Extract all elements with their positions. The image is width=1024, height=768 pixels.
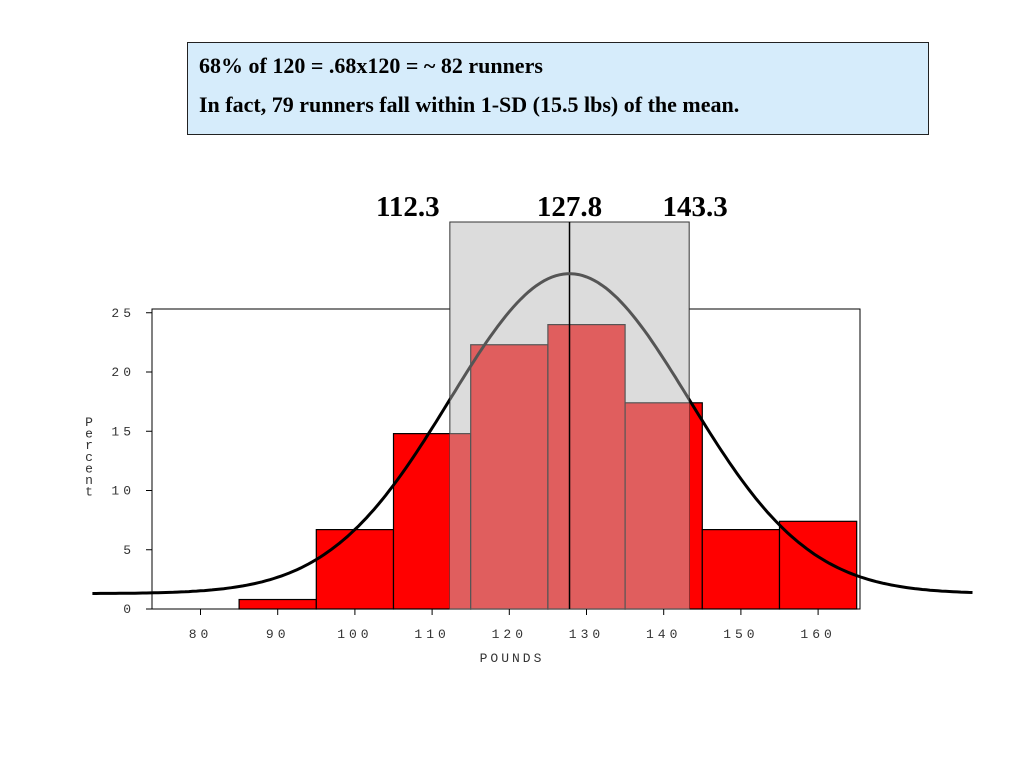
y-tick-label: 20 <box>111 365 135 380</box>
normal-curve-in-band <box>449 272 690 403</box>
callout-line-2: In fact, 79 runners fall within 1-SD (15… <box>199 92 740 117</box>
sd-band-label: 112.3 <box>376 191 440 223</box>
x-tick-label: 100 <box>337 627 372 642</box>
sd-band-label: 127.8 <box>537 191 602 223</box>
y-tick-label: 15 <box>111 424 135 439</box>
y-tick-label: 0 <box>123 602 135 617</box>
callout-line-1: 68% of 120 = .68x120 = ~ 82 runners <box>199 53 543 78</box>
x-tick-label: 80 <box>189 627 213 642</box>
histogram-bar-in-band <box>624 402 690 610</box>
normal-curve <box>92 396 450 595</box>
x-axis-title: POUNDS <box>480 651 545 666</box>
histogram-bar <box>315 529 395 610</box>
normal-curve <box>689 396 973 594</box>
histogram-bar-in-band <box>547 324 626 610</box>
annotation-callout: 68% of 120 = .68x120 = ~ 82 runners In f… <box>187 42 929 135</box>
x-tick-label: 150 <box>723 627 758 642</box>
x-tick-label: 140 <box>646 627 681 642</box>
histogram-bar <box>238 598 317 610</box>
histogram-bar <box>701 529 781 610</box>
x-tick-label: 90 <box>266 627 290 642</box>
sd-band-label: 143.3 <box>663 191 728 223</box>
x-tick-label: 120 <box>492 627 527 642</box>
y-tick-label: 10 <box>111 484 135 499</box>
x-tick-label: 110 <box>414 627 449 642</box>
x-tick-label: 160 <box>800 627 835 642</box>
histogram-bar-in-band <box>470 344 549 610</box>
y-tick-label: 5 <box>123 543 135 558</box>
y-tick-label: 25 <box>111 306 135 321</box>
x-tick-label: 130 <box>569 627 604 642</box>
